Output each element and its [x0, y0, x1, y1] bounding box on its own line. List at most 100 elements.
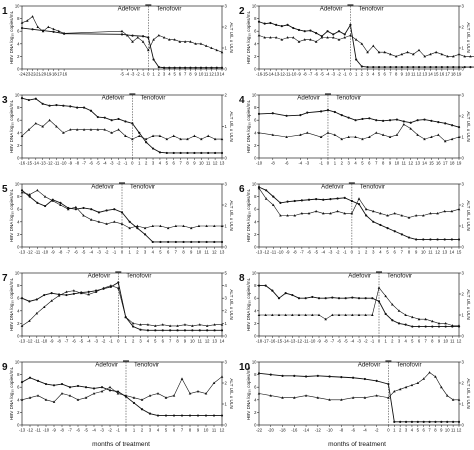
data-point-circle: [377, 66, 381, 69]
x-tick-label: -7: [309, 72, 313, 77]
x-tick-label: 13: [220, 250, 225, 255]
y-right-tick-label: 2: [462, 203, 465, 208]
data-point-circle: [43, 293, 46, 297]
y-right-tick-label: 1: [225, 224, 228, 229]
data-point-triangle: [59, 203, 62, 206]
y-right-tick-label: 1: [225, 402, 228, 407]
data-point-circle: [173, 66, 176, 69]
phase-label-tenofovir: Tenofovir: [140, 95, 165, 102]
x-tick-label: -2: [102, 339, 106, 344]
x-tick-label: -15: [262, 72, 269, 77]
x-tick-label: 7: [169, 339, 172, 344]
x-tick-label: 7: [428, 428, 431, 433]
data-point-circle: [393, 230, 396, 233]
data-point-circle: [257, 112, 261, 115]
data-point-triangle: [384, 294, 387, 298]
data-point-circle: [90, 208, 93, 211]
x-tick-label: 8: [189, 428, 192, 433]
data-point-circle: [194, 66, 197, 69]
y-left-tick-label: 2: [254, 321, 257, 326]
data-point-triangle: [213, 323, 216, 326]
data-point-circle: [340, 376, 343, 379]
data-point-circle: [423, 66, 426, 69]
data-point-triangle: [343, 36, 347, 39]
data-point-circle: [34, 97, 37, 100]
x-tick-label: 5: [417, 428, 420, 433]
x-tick-label: -3: [331, 72, 335, 77]
panel-number: 5: [2, 184, 8, 195]
data-point-circle: [304, 375, 308, 378]
data-point-circle: [50, 292, 53, 295]
data-point-triangle: [179, 137, 182, 141]
data-point-circle: [76, 384, 80, 388]
x-tick-label: -23: [24, 72, 31, 77]
x-tick-label: 4: [379, 250, 382, 255]
x-tick-label: -4: [87, 339, 91, 344]
x-tick-label: 11: [212, 428, 217, 433]
y-left-tick-label: 10: [252, 360, 257, 365]
data-point-triangle: [286, 214, 289, 217]
data-point-circle: [275, 23, 278, 26]
data-point-circle: [152, 58, 155, 61]
y-right-tick-label: 0: [225, 245, 228, 250]
data-point-circle: [355, 58, 358, 61]
data-point-circle: [28, 195, 31, 198]
x-tick-label: -4: [363, 428, 367, 433]
data-point-triangle: [423, 55, 427, 58]
y-left-tick-label: 8: [254, 16, 257, 21]
data-point-triangle: [326, 131, 330, 134]
data-point-triangle: [110, 131, 113, 134]
x-tick-label: -5: [314, 250, 318, 255]
data-point-triangle: [300, 212, 304, 215]
data-point-triangle: [137, 134, 141, 137]
x-tick-label: -16: [291, 428, 298, 433]
data-point-circle: [377, 300, 381, 303]
x-tick-label: -2: [108, 428, 112, 433]
series-line-circle: [258, 21, 474, 68]
data-point-triangle: [172, 394, 176, 397]
phase-label-adefovir: Adefovir: [358, 362, 381, 369]
data-point-circle: [387, 382, 390, 386]
data-point-triangle: [269, 36, 272, 39]
x-tick-label: 8: [408, 250, 411, 255]
data-point-triangle: [168, 324, 172, 327]
data-point-triangle: [131, 322, 135, 325]
data-point-triangle: [414, 214, 418, 217]
data-point-circle: [182, 240, 185, 244]
x-tick-label: -2: [105, 250, 109, 255]
x-tick-label: -7: [68, 428, 72, 433]
x-tick-label: 0: [378, 339, 381, 344]
series-line-circle: [21, 97, 222, 154]
x-tick-label: 6: [173, 428, 176, 433]
data-point-triangle: [148, 394, 152, 397]
x-tick-label: -12: [27, 250, 34, 255]
data-point-circle: [206, 329, 209, 332]
x-tick-label: -11: [54, 161, 60, 166]
y-left-tick-label: 0: [17, 156, 20, 161]
data-point-triangle: [20, 191, 24, 194]
data-point-circle: [347, 116, 350, 119]
data-point-triangle: [47, 25, 50, 28]
x-tick-label: 6: [384, 72, 387, 77]
x-tick-label: 0: [147, 72, 150, 77]
x-tick-label: -1: [109, 339, 113, 344]
x-tick-label: -13: [256, 250, 263, 255]
x-tick-label: -15: [276, 339, 283, 344]
x-tick-label: 7: [179, 161, 182, 166]
data-point-circle: [124, 120, 127, 123]
x-tick-label: 9: [438, 339, 441, 344]
data-point-circle: [422, 420, 425, 423]
y-left-tick-label: 0: [17, 245, 20, 250]
x-tick-label: 8: [431, 339, 434, 344]
data-point-circle: [36, 379, 40, 382]
data-point-triangle: [154, 324, 157, 327]
x-tick-label: 8: [382, 161, 385, 166]
data-point-triangle: [351, 396, 355, 399]
y-right-axis-label: ALT U/L x ULN: [229, 200, 234, 230]
data-point-circle: [424, 325, 427, 328]
data-point-circle: [322, 198, 325, 201]
data-point-circle: [446, 66, 449, 69]
data-point-triangle: [360, 42, 364, 45]
